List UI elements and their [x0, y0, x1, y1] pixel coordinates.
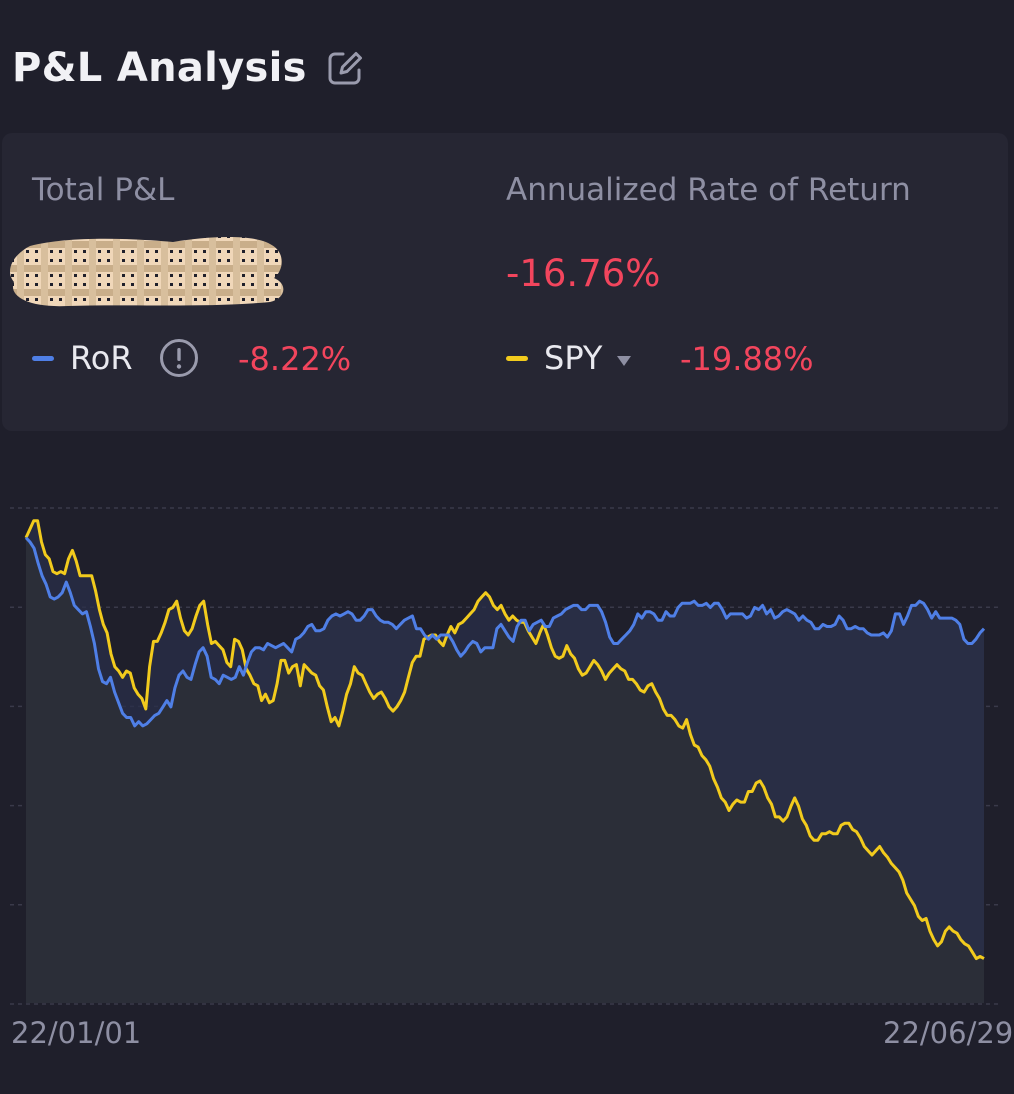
spread-area — [26, 520, 984, 959]
legend-spy[interactable]: SPY — [506, 336, 632, 380]
benchmark-value: -19.88% — [680, 340, 814, 378]
pl-line-chart — [10, 507, 1000, 1005]
ror-legend-swatch — [32, 355, 54, 361]
spy-series-line — [24, 519, 985, 961]
header: P&L Analysis — [12, 38, 365, 98]
ror-series-line — [24, 536, 986, 728]
page-title: P&L Analysis — [12, 45, 307, 91]
edit-icon[interactable] — [325, 48, 365, 88]
legend-ror: RoR — [32, 336, 199, 380]
info-icon[interactable] — [159, 338, 199, 378]
spy-legend-swatch — [506, 355, 528, 361]
x-axis-end-label: 22/06/29 — [883, 1016, 1014, 1050]
total-pl-label: Total P&L — [32, 172, 175, 208]
total-pl-value-redacted — [8, 232, 288, 308]
ror-value: -8.22% — [238, 340, 352, 378]
annualized-return-value: -16.76% — [506, 252, 661, 295]
dropdown-icon[interactable] — [616, 352, 632, 366]
ror-legend-label: RoR — [70, 339, 133, 377]
benchmark-selector[interactable]: SPY — [544, 339, 603, 377]
annualized-return-label: Annualized Rate of Return — [506, 172, 911, 208]
x-axis-start-label: 22/01/01 — [11, 1016, 142, 1050]
